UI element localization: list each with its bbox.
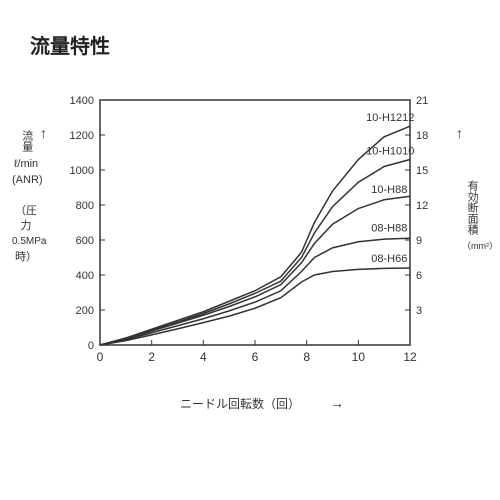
svg-text:3: 3 [416, 305, 422, 317]
svg-text:400: 400 [76, 270, 94, 282]
svg-text:18: 18 [416, 130, 428, 142]
svg-text:600: 600 [76, 235, 94, 247]
svg-text:200: 200 [76, 305, 94, 317]
svg-text:800: 800 [76, 200, 94, 212]
svg-text:9: 9 [416, 235, 422, 247]
y-right-label: 有効断面積 （mm²） [462, 180, 482, 254]
svg-text:10-H1212: 10-H1212 [366, 112, 414, 124]
svg-text:10-H1010: 10-H1010 [366, 145, 414, 157]
svg-text:08-H88: 08-H88 [371, 222, 407, 234]
svg-text:12: 12 [403, 350, 417, 364]
arrow-left-axis: ↑ [40, 125, 47, 141]
svg-text:12: 12 [416, 200, 428, 212]
svg-text:8: 8 [303, 350, 310, 364]
svg-text:10-H88: 10-H88 [371, 184, 407, 196]
svg-text:0: 0 [97, 350, 104, 364]
svg-text:1000: 1000 [70, 165, 94, 177]
flow-chart: 0 2 4 6 8 10 12 0 200 400 600 800 1000 1200 1400 3 6 9 12 1… [50, 60, 430, 390]
chart-title: 流量特性 [30, 30, 110, 59]
svg-text:0: 0 [88, 340, 94, 352]
svg-text:1200: 1200 [70, 130, 94, 142]
svg-text:6: 6 [252, 350, 259, 364]
svg-text:08-H66: 08-H66 [371, 253, 407, 265]
svg-text:10: 10 [352, 350, 366, 364]
arrow-x-axis: → [330, 395, 344, 411]
svg-text:4: 4 [200, 350, 207, 364]
x-label: ニードル回転数（回） [180, 395, 300, 412]
svg-text:1400: 1400 [70, 95, 94, 107]
svg-text:21: 21 [416, 95, 428, 107]
svg-text:15: 15 [416, 165, 428, 177]
arrow-right-axis: ↑ [456, 125, 463, 141]
y-left-label: 流量 ℓ/min (ANR) （圧力 0.5MPa 時） [12, 130, 40, 265]
svg-text:6: 6 [416, 270, 422, 282]
svg-text:2: 2 [148, 350, 155, 364]
